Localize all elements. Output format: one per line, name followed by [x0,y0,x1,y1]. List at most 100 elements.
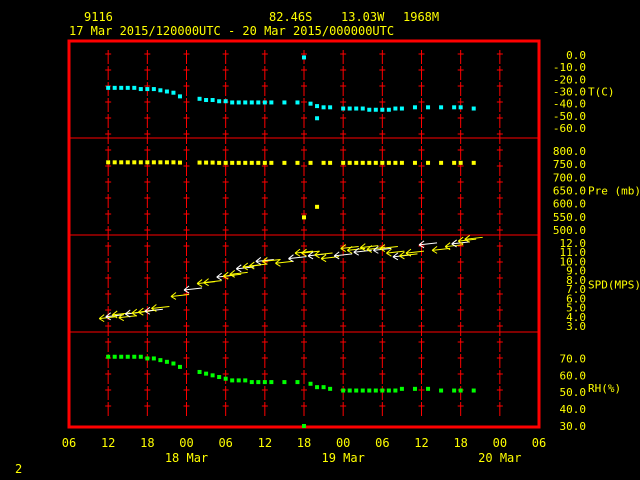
data-point [145,160,150,165]
data-point [360,106,365,111]
data-point [145,87,150,92]
data-point [426,386,431,391]
data-point [328,105,333,110]
data-point [360,160,365,165]
wind-arrow [229,269,248,278]
data-point [439,160,444,165]
data-point [380,388,385,393]
y-tick-label: 30.0 [560,420,587,433]
data-point [197,160,202,165]
wind-arrow [248,261,268,270]
y-tick-label: 50.0 [560,386,587,399]
header-svg: 9116 82.46S 13.03W 1968M 17 Mar 2015/120… [69,10,439,38]
data-point [249,160,254,165]
data-point [204,98,209,103]
data-point [354,388,359,393]
data-point [282,380,287,385]
data-point [262,100,267,105]
x-tick-label: 00 [336,436,350,450]
station-id: 9116 [84,10,113,24]
data-point [347,160,352,165]
panel-label: T(C) [588,86,615,99]
data-point [249,380,254,385]
data-point [171,361,176,366]
data-point [210,160,215,165]
data-point [452,105,457,110]
data-point [439,388,444,393]
data-point [439,105,444,110]
wind-arrow [431,245,451,254]
x-tick-label: 12 [101,436,115,450]
data-point [164,160,169,165]
data-point [399,106,404,111]
wind-arrow [288,254,307,263]
data-point [177,94,182,99]
station-lon: 13.03W [341,10,385,24]
wind-arrow [151,304,170,312]
page-number: 2 [15,462,23,476]
y-tick-label: 12.0 [560,237,587,250]
data-point [223,376,228,381]
data-point [132,354,137,359]
wind-arrow [379,244,398,252]
data-point [302,424,306,428]
data-point [315,116,320,121]
wind-arrow [170,292,190,300]
wind-arrow [386,248,405,257]
wind-arrow [255,257,274,265]
y-tick-label: -50.0 [553,110,586,123]
wind-arrow [314,250,333,259]
data-point [412,386,417,391]
data-point [367,107,372,112]
data-point [112,354,117,359]
data-point [230,378,235,383]
station-lat: 82.46S [269,10,312,24]
data-point [217,160,222,165]
data-point [177,160,182,165]
data-point [106,160,111,165]
data-point [249,100,254,105]
y-tick-label: 3.0 [566,320,586,333]
wind-arrow [294,248,314,257]
data-point [458,388,463,393]
y-tick-label: 9.0 [566,265,586,278]
data-point [354,106,359,111]
data-point [243,100,248,105]
data-point [236,378,241,383]
data-point [106,85,111,90]
x-tick-label: 18 [140,436,154,450]
data-point [132,160,137,165]
x-tick-label: 06 [375,436,389,450]
y-tick-label: 700.0 [553,171,586,184]
data-point [412,105,417,110]
y-tick-label: 7.0 [566,283,586,296]
data-point [302,55,306,60]
data-point [452,388,457,393]
y-tick-label: 70.0 [560,352,587,365]
data-point [106,354,111,359]
y-tick-label: 750.0 [553,158,586,171]
data-point [217,375,222,380]
data-point [197,96,202,101]
y-tick-label: 650.0 [553,185,586,198]
x-tick-label: 18 [453,436,467,450]
data-point [321,105,326,110]
data-point [315,104,320,109]
y-tick-label: -60.0 [553,122,586,135]
data-point [308,101,313,106]
data-point [269,380,274,385]
data-point [119,354,124,359]
data-point [112,85,117,90]
x-tick-label: 18 [297,436,311,450]
wind-arrow [275,258,294,267]
panel-label: SPD(MPS) [588,279,640,292]
data-point [426,105,431,110]
wind-arrow [98,314,118,323]
data-point [256,380,261,385]
data-point [243,378,248,383]
data-point [386,160,391,165]
data-point [230,100,235,105]
data-point [204,160,209,165]
x-date-label: 20 Mar [478,451,521,465]
data-point [393,160,398,165]
